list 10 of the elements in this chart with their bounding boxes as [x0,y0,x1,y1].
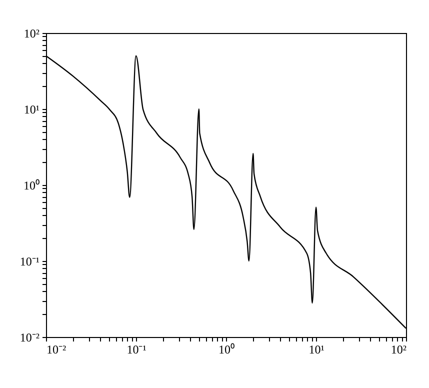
x-tick-label: 10⁻² [46,342,66,356]
x-tick-label: 10⁻¹ [126,342,147,356]
x-tick-label: 10² [390,342,407,356]
y-tick-label: 10⁻¹ [20,254,40,268]
y-tick-label: 10⁰ [24,178,40,192]
y-tick-label: 10² [24,26,40,40]
x-tick-label: 10¹ [308,342,325,356]
y-tick-label: 10⁻² [20,330,40,344]
x-tick-label: 10⁰ [218,342,234,356]
y-tick-label: 10¹ [24,102,40,116]
